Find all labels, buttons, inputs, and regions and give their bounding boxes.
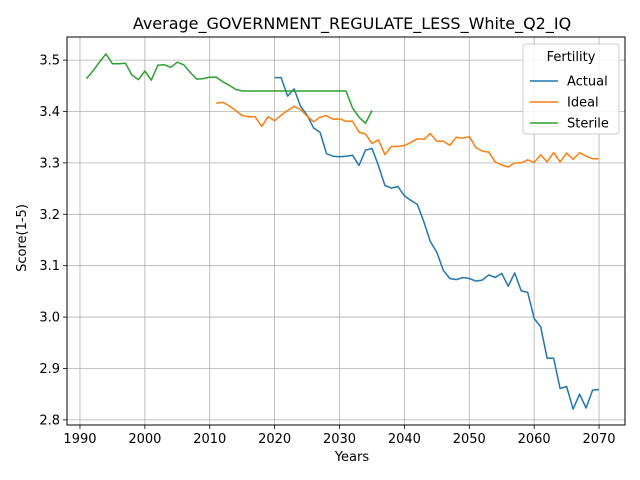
y-axis-label: Score(1-5) (15, 204, 30, 272)
legend: Fertility Actual Ideal Sterile (522, 43, 620, 135)
series-layer (85, 53, 600, 410)
x-tick-label: 2070 (582, 432, 615, 447)
axis-ticks: 1990 2000 2010 2020 2030 2040 2050 2060 2070 2.8 2… (39, 54, 615, 447)
y-tick-label: 3.2 (39, 208, 60, 223)
axes-frame (66, 36, 626, 426)
legend-title: Fertility (547, 50, 596, 65)
x-tick-label: 2040 (388, 432, 421, 447)
legend-label-ideal: Ideal (567, 96, 599, 111)
y-tick-label: 3.5 (39, 54, 60, 69)
x-tick-label: 2020 (258, 432, 291, 447)
y-tick-label: 3.4 (39, 105, 60, 120)
x-tick-label: 2030 (323, 432, 356, 447)
x-tick-label: 2050 (453, 432, 486, 447)
y-tick-label: 2.9 (39, 362, 60, 377)
series-line-sterile (85, 53, 373, 125)
legend-entries: Actual Ideal Sterile (530, 75, 609, 132)
series-line-ideal (216, 101, 599, 168)
x-axis-label: Years (334, 450, 370, 465)
y-tick-label: 3.0 (39, 311, 60, 326)
series-line-actual (274, 76, 600, 410)
x-tick-label: 1990 (63, 432, 96, 447)
legend-label-sterile: Sterile (567, 117, 609, 132)
x-tick-label: 2000 (128, 432, 161, 447)
y-tick-label: 2.8 (39, 413, 60, 428)
legend-box (522, 43, 620, 135)
chart-title: Average_GOVERNMENT_REGULATE_LESS_White_Q… (133, 14, 571, 34)
legend-label-actual: Actual (567, 75, 608, 90)
x-tick-label: 2010 (193, 432, 226, 447)
y-tick-label: 3.3 (39, 156, 60, 171)
y-tick-label: 3.1 (39, 259, 60, 274)
x-tick-label: 2060 (518, 432, 551, 447)
